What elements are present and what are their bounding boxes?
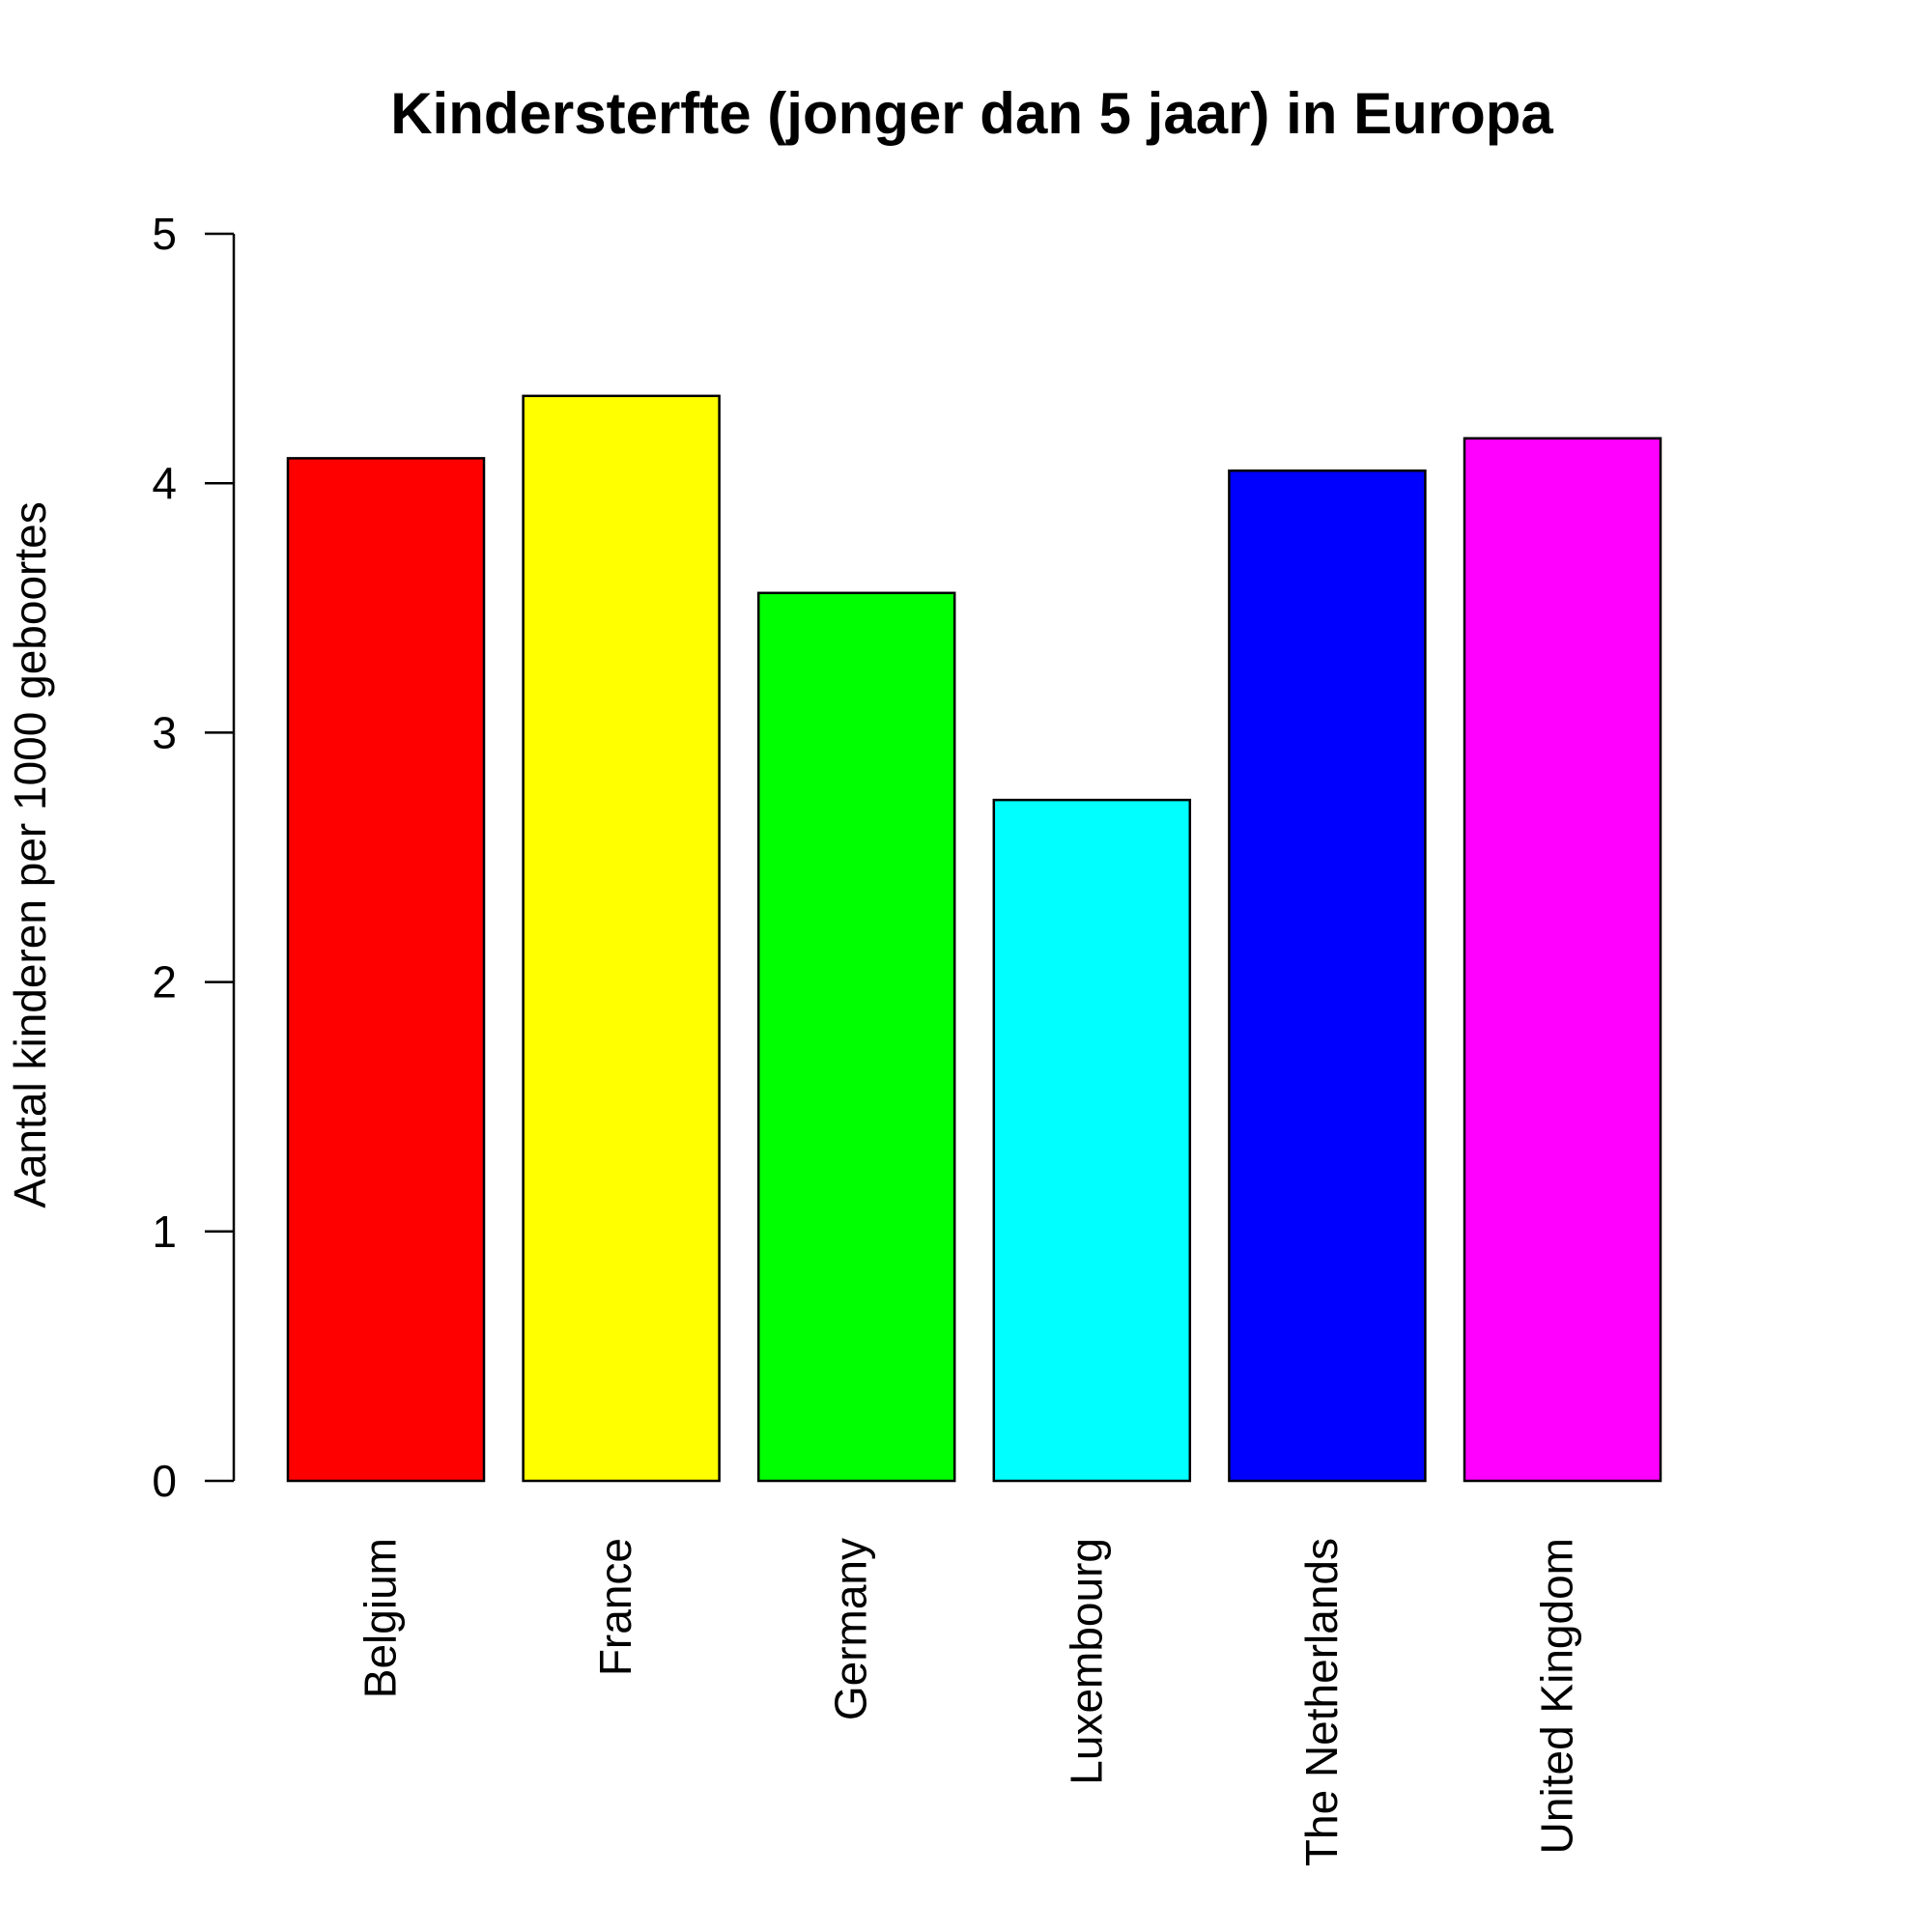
y-tick-label: 5 bbox=[152, 209, 177, 259]
x-tick-label: Luxembourg bbox=[1061, 1538, 1111, 1785]
bar bbox=[286, 457, 486, 1483]
y-tick-label: 4 bbox=[152, 458, 177, 508]
chart-title: Kindersterfte (jonger dan 5 jaar) in Eur… bbox=[390, 81, 1553, 146]
bar bbox=[756, 591, 956, 1483]
y-axis-label: Aantal kinderen per 1000 geboortes bbox=[5, 501, 55, 1208]
y-axis: 0 1 2 3 4 5 bbox=[152, 209, 236, 1506]
bars-group bbox=[286, 394, 1662, 1483]
x-tick-label: United Kingdom bbox=[1532, 1538, 1582, 1854]
y-tick-label: 2 bbox=[152, 957, 177, 1008]
y-tick-label: 1 bbox=[152, 1207, 177, 1257]
bar bbox=[992, 798, 1192, 1483]
x-tick-label: Germany bbox=[826, 1538, 876, 1720]
x-tick-label: The Netherlands bbox=[1296, 1538, 1347, 1866]
x-tick-label: France bbox=[590, 1538, 640, 1676]
bar bbox=[1463, 437, 1662, 1483]
x-tick-label: Belgium bbox=[355, 1538, 406, 1698]
y-tick-label: 3 bbox=[152, 707, 177, 757]
y-tick-label: 0 bbox=[152, 1456, 177, 1506]
x-axis-labels: Belgium France Germany Luxembourg The Nether… bbox=[355, 1538, 1582, 1866]
bar bbox=[522, 394, 721, 1483]
bar bbox=[1228, 469, 1427, 1483]
